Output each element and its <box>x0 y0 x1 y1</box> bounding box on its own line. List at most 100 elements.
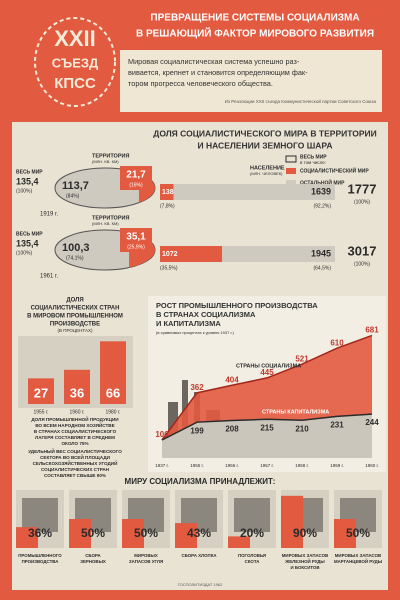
badge-text: XXII <box>54 26 96 51</box>
world-label: ВЕСЬ МИР <box>16 231 43 237</box>
share <box>281 495 303 548</box>
caption: ЗЕРНОВЫХ <box>80 559 106 564</box>
legend-label: ВЕСЬ МИР <box>300 154 327 160</box>
bar-label: 36 <box>70 385 84 400</box>
territory-label: (МЛН. КВ. КМ) <box>92 221 119 226</box>
section-title: В МИРОВОМ ПРОМЫШЛЕННОМ <box>27 314 123 320</box>
caption: ЖЕЛЕЗНОЙ РУДЫ <box>284 559 324 564</box>
title: ПРЕВРАЩЕНИЕ СИСТЕМЫ СОЦИАЛИЗМА <box>150 13 359 24</box>
share-label: 90% <box>293 526 317 540</box>
point-label: 199 <box>190 426 204 435</box>
share <box>122 519 144 548</box>
year: 1980 г. <box>105 409 120 415</box>
territory-world-pct: (100%) <box>16 250 32 256</box>
territory-rest: 100,3 <box>62 242 90 254</box>
footer: ГОСПОЛИТИЗДАТ 1962 <box>178 582 223 587</box>
section-title: МИРУ СОЦИАЛИЗМА ПРИНАДЛЕЖИТ: <box>125 477 276 486</box>
section-title: ДОЛЯ <box>66 298 83 304</box>
point-label: 100 <box>155 430 169 439</box>
point-label: 210 <box>295 424 309 433</box>
territory-label: (МЛН. КВ. КМ) <box>92 159 119 164</box>
population-label: (МЛН. ЧЕЛОВЕК) <box>250 171 283 176</box>
bar-label: 66 <box>106 385 120 400</box>
year: 1937 г. <box>155 463 169 468</box>
population-socialist-label: 1072 <box>162 251 178 258</box>
year: 1956 г. <box>225 463 239 468</box>
bar <box>100 341 126 404</box>
population-socialist <box>160 184 174 200</box>
section-title: РОСТ ПРОМЫШЛЕННОГО ПРОИЗВОДСТВА <box>156 301 318 310</box>
year: 1955 г. <box>190 463 204 468</box>
series-label: СТРАНЫ КАПИТАЛИЗМА <box>262 409 329 415</box>
year: 1958 г. <box>295 463 309 468</box>
caption: ЗАПАСОВ УГЛЯ <box>129 559 163 564</box>
caption: СКОТА <box>245 559 261 564</box>
population-world: 1777 <box>348 181 377 196</box>
population-rest-label: 1639 <box>311 186 331 196</box>
title: В РЕШАЮЩИЙ ФАКТОР МИРОВОГО РАЗВИТИЯ <box>136 27 374 40</box>
icon <box>22 498 58 532</box>
note: СОСТАВЛЯЕТ СВЫШЕ 90% <box>44 473 106 478</box>
year: 1960 г. <box>365 463 379 468</box>
section-title: В СТРАНАХ СОЦИАЛИЗМА <box>156 310 256 319</box>
caption: МАРГАНЦЕВОЙ РУДЫ <box>334 559 382 564</box>
wreath <box>34 17 116 107</box>
point-label: 610 <box>330 338 344 347</box>
territory-rest-pct: (84%) <box>66 193 80 199</box>
icon <box>234 498 270 532</box>
territory-world-pct: (100%) <box>16 188 32 194</box>
point-label: 362 <box>190 383 204 392</box>
note: СЕЛЬСКОХОЗЯЙСТВЕННЫХ УГОДИЙ <box>33 459 118 466</box>
share-label: 50% <box>81 526 105 540</box>
territory-label: ТЕРРИТОРИЯ <box>92 153 129 159</box>
population-world-pct: (100%) <box>354 261 370 267</box>
caption: ПРОМЫШЛЕННОГО <box>18 553 62 558</box>
note: ОКОЛО 75% <box>61 441 88 446</box>
share <box>69 519 91 548</box>
caption: СБОРА <box>85 553 101 558</box>
share-label: 43% <box>187 526 211 540</box>
note: ЛАГЕРЯ СОСТАВЛЯЕТ В СРЕДНЕМ <box>35 435 115 440</box>
territory-socialist-label: 21,7 <box>126 170 146 181</box>
point-label: 404 <box>225 375 239 384</box>
caption: СБОРА ХЛОПКА <box>181 553 217 558</box>
badge-text: КПСС <box>54 75 96 92</box>
year: 1955 г. <box>33 409 48 415</box>
population-label: НАСЕЛЕНИЕ <box>250 165 285 171</box>
line <box>161 334 373 441</box>
subtitle: (в сравнимых процентах к уровню 1937 г.) <box>156 330 235 335</box>
caption: И БОКСИТОВ <box>290 565 319 570</box>
share-label: 20% <box>240 526 264 540</box>
year: 1957 г. <box>260 463 274 468</box>
population-rest-label: 1945 <box>311 248 331 258</box>
population-socialist <box>160 246 223 262</box>
section-title: И НАСЕЛЕНИИ ЗЕМНОГО ШАРА <box>198 140 333 150</box>
legend-swatch <box>286 180 296 186</box>
share <box>334 519 356 548</box>
year: 1959 г. <box>330 463 344 468</box>
badge-text: СЪЕЗД <box>52 55 99 70</box>
point-label: 215 <box>260 423 274 432</box>
legend-label: ОСТАЛЬНОЙ МИР <box>300 178 345 186</box>
population-socialist-pct: (7,8%) <box>160 203 175 209</box>
legend-label: в том числе: <box>300 160 326 165</box>
territory-label: ТЕРРИТОРИЯ <box>92 215 129 221</box>
point-label: 244 <box>365 418 379 427</box>
note: ДОЛЯ ПРОМЫШЛЕННОЙ ПРОДУКЦИИ <box>31 415 118 422</box>
point-label: 231 <box>330 421 344 430</box>
section-title: ДОЛЯ СОЦИАЛИСТИЧЕСКОГО МИРА В ТЕРРИТОРИИ <box>153 128 376 138</box>
note: В СТРАНАХ СОЦИАЛИСТИЧЕСКОГО <box>34 429 117 434</box>
point-label: 208 <box>225 425 239 434</box>
quote: Мировая социалистическая система успешно… <box>128 57 300 66</box>
note: СОЦИАЛИСТИЧЕСКИХ СТРАН <box>41 467 110 472</box>
share-label: 50% <box>134 526 158 540</box>
population-rest-pct: (92,2%) <box>313 203 331 209</box>
share <box>228 536 250 548</box>
caption: ПРОИЗВОДСТВА <box>22 559 60 564</box>
note: ВО ВСЕМ НАРОДНОМ ХОЗЯЙСТВЕ <box>35 421 114 428</box>
year: 1961 г. <box>40 274 58 280</box>
territory-socialist-label: 35,1 <box>126 232 146 243</box>
population-rest <box>173 184 335 200</box>
note: УДЕЛЬНЫЙ ВЕС СОЦИАЛИСТИЧЕСКОГО <box>28 447 122 454</box>
